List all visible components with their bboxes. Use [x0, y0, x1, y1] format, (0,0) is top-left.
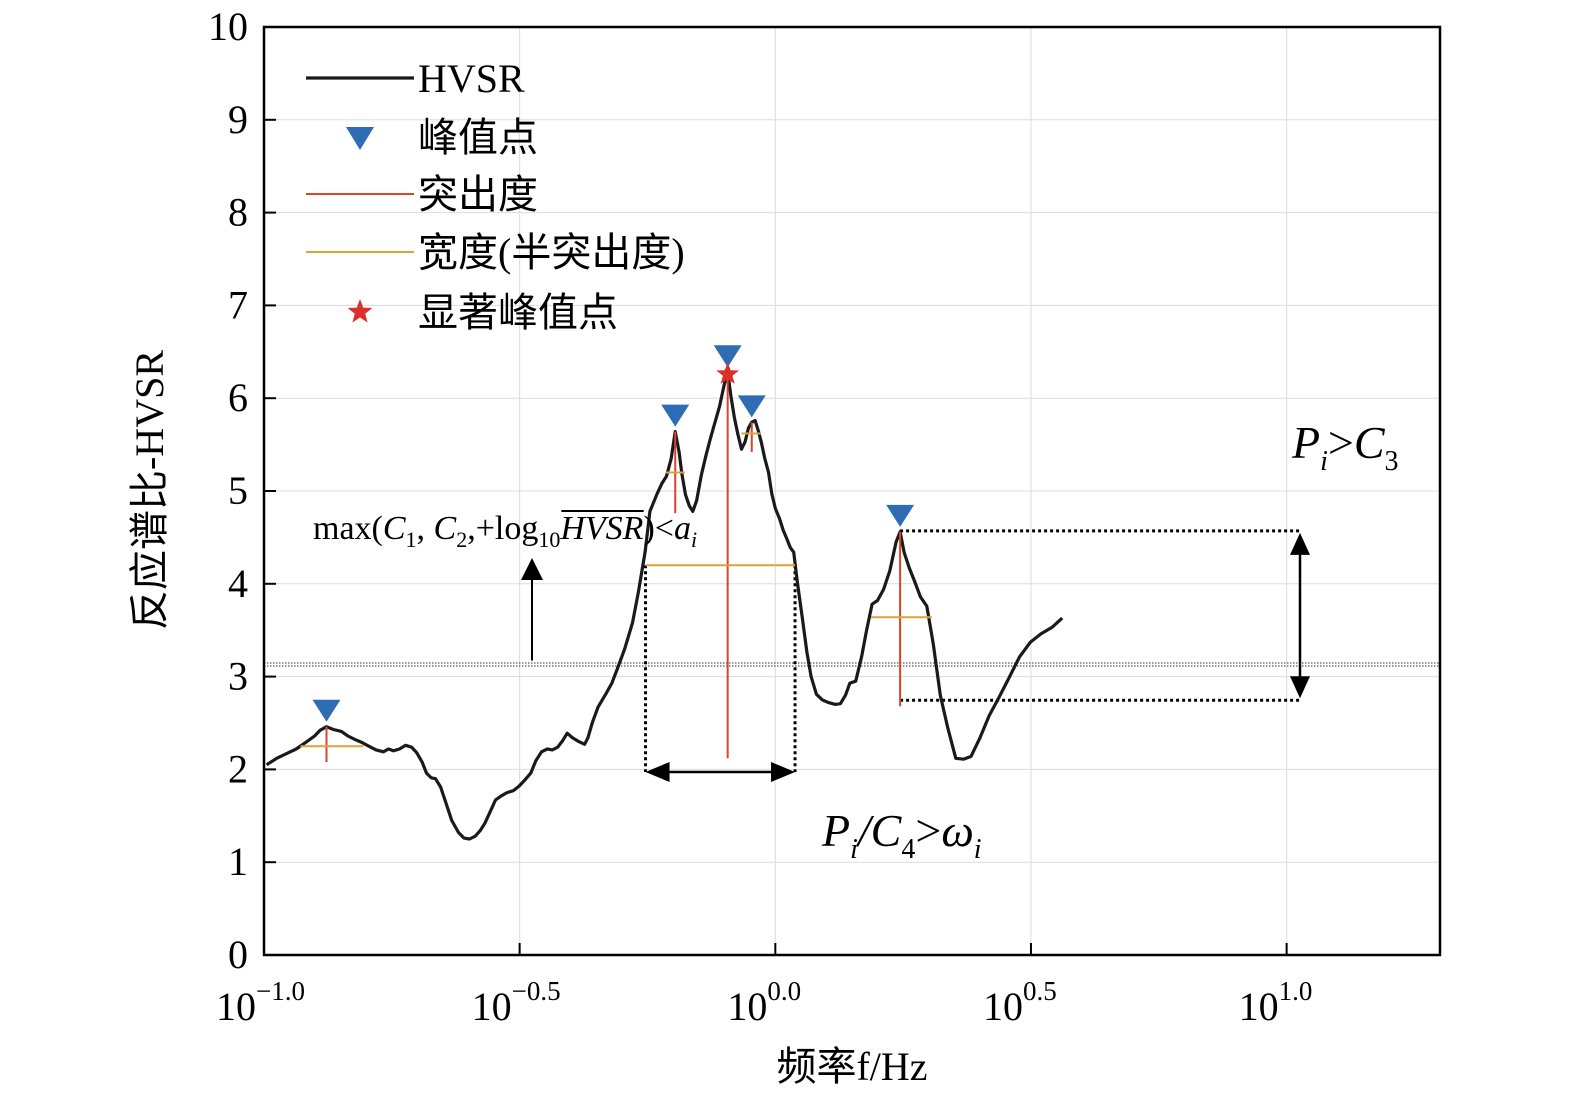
peaks-group: [300, 345, 932, 762]
legend-label: 宽度(半突出度): [418, 230, 685, 275]
legend-star-icon: [347, 299, 373, 323]
legend-label: 显著峰值点: [418, 290, 618, 335]
peak-marker-icon: [661, 404, 690, 427]
y-tick-label: 7: [228, 282, 248, 327]
y-axis-label: 反应谱比-HVSR: [127, 350, 172, 630]
y-tick-label: 2: [228, 746, 248, 791]
threshold-group: [264, 558, 1440, 667]
x-tick-label: 100.0: [727, 976, 801, 1029]
width-arrow-right-head: [771, 762, 796, 782]
peak-marker-icon: [713, 345, 742, 368]
y-tick-label: 0: [228, 932, 248, 977]
x-axis-label: 频率f/Hz: [776, 1044, 927, 1089]
y-tick-label: 4: [228, 561, 248, 606]
threshold-arrow-head: [521, 558, 543, 580]
measure-brackets: [644, 529, 1310, 782]
prominence-arrow-bottom-head: [1290, 676, 1310, 699]
grid-lines: [264, 27, 1440, 955]
prominence-arrow-top-head: [1290, 532, 1310, 555]
width-arrow-left-head: [645, 762, 670, 782]
y-tick-label: 9: [228, 97, 248, 142]
peak-marker-icon: [312, 699, 341, 722]
significant-peak-star-icon: [716, 362, 740, 384]
y-tick-label: 6: [228, 375, 248, 420]
x-tick-label: 10−0.5: [472, 976, 561, 1029]
y-tick-label: 10: [208, 4, 248, 49]
legend-label: 峰值点: [418, 115, 538, 160]
width-formula: Pi/C4>ωi: [821, 805, 982, 865]
legend-label: HVSR: [418, 56, 525, 101]
y-tick-label: 1: [228, 839, 248, 884]
prominence-formula: Pi>C3: [1291, 417, 1399, 477]
legend-triangle-icon: [346, 127, 374, 150]
y-tick-label: 3: [228, 654, 248, 699]
legend-label: 突出度: [418, 172, 538, 217]
axes: 0 1 2 3 4 5 6 7 8 9 10 10−1.0 10−0.5 100.0 100.5 101.0: [208, 4, 1312, 1029]
peak-marker-icon: [886, 504, 915, 527]
x-tick-label: 10−1.0: [216, 976, 305, 1029]
threshold-formula: max(C1, C2,+log10HVSR)<ai: [313, 510, 697, 552]
y-tick-label: 8: [228, 190, 248, 235]
x-tick-label: 101.0: [1239, 976, 1313, 1029]
peak-marker-icon: [737, 395, 766, 418]
y-tick-label: 5: [228, 468, 248, 513]
x-tick-label: 100.5: [983, 976, 1057, 1029]
